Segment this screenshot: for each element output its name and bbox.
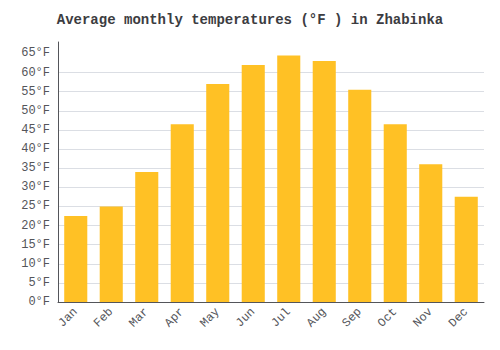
svg-text:Dec: Dec [446, 305, 471, 330]
svg-text:Nov: Nov [411, 305, 436, 330]
svg-text:60°F: 60°F [21, 66, 50, 80]
svg-text:Jul: Jul [269, 305, 294, 330]
svg-text:50°F: 50°F [21, 104, 50, 118]
svg-text:Jun: Jun [233, 305, 258, 330]
svg-text:Aug: Aug [304, 305, 329, 330]
svg-text:65°F: 65°F [21, 46, 50, 60]
svg-text:55°F: 55°F [21, 85, 50, 99]
svg-text:20°F: 20°F [21, 219, 50, 233]
svg-text:Feb: Feb [91, 305, 116, 330]
svg-text:40°F: 40°F [21, 142, 50, 156]
svg-text:35°F: 35°F [21, 161, 50, 175]
svg-text:Average monthly temperatures (: Average monthly temperatures (°F ) in Zh… [57, 12, 444, 28]
svg-text:Mar: Mar [127, 305, 152, 330]
svg-text:45°F: 45°F [21, 123, 50, 137]
svg-text:15°F: 15°F [21, 238, 50, 252]
svg-text:Apr: Apr [162, 305, 187, 330]
svg-text:30°F: 30°F [21, 180, 50, 194]
svg-text:May: May [198, 305, 223, 330]
svg-text:Sep: Sep [340, 305, 365, 330]
svg-text:0°F: 0°F [28, 295, 50, 309]
svg-text:Jan: Jan [56, 305, 81, 330]
svg-text:10°F: 10°F [21, 257, 50, 271]
svg-text:Oct: Oct [375, 305, 400, 330]
svg-text:5°F: 5°F [28, 276, 50, 290]
svg-text:25°F: 25°F [21, 199, 50, 213]
